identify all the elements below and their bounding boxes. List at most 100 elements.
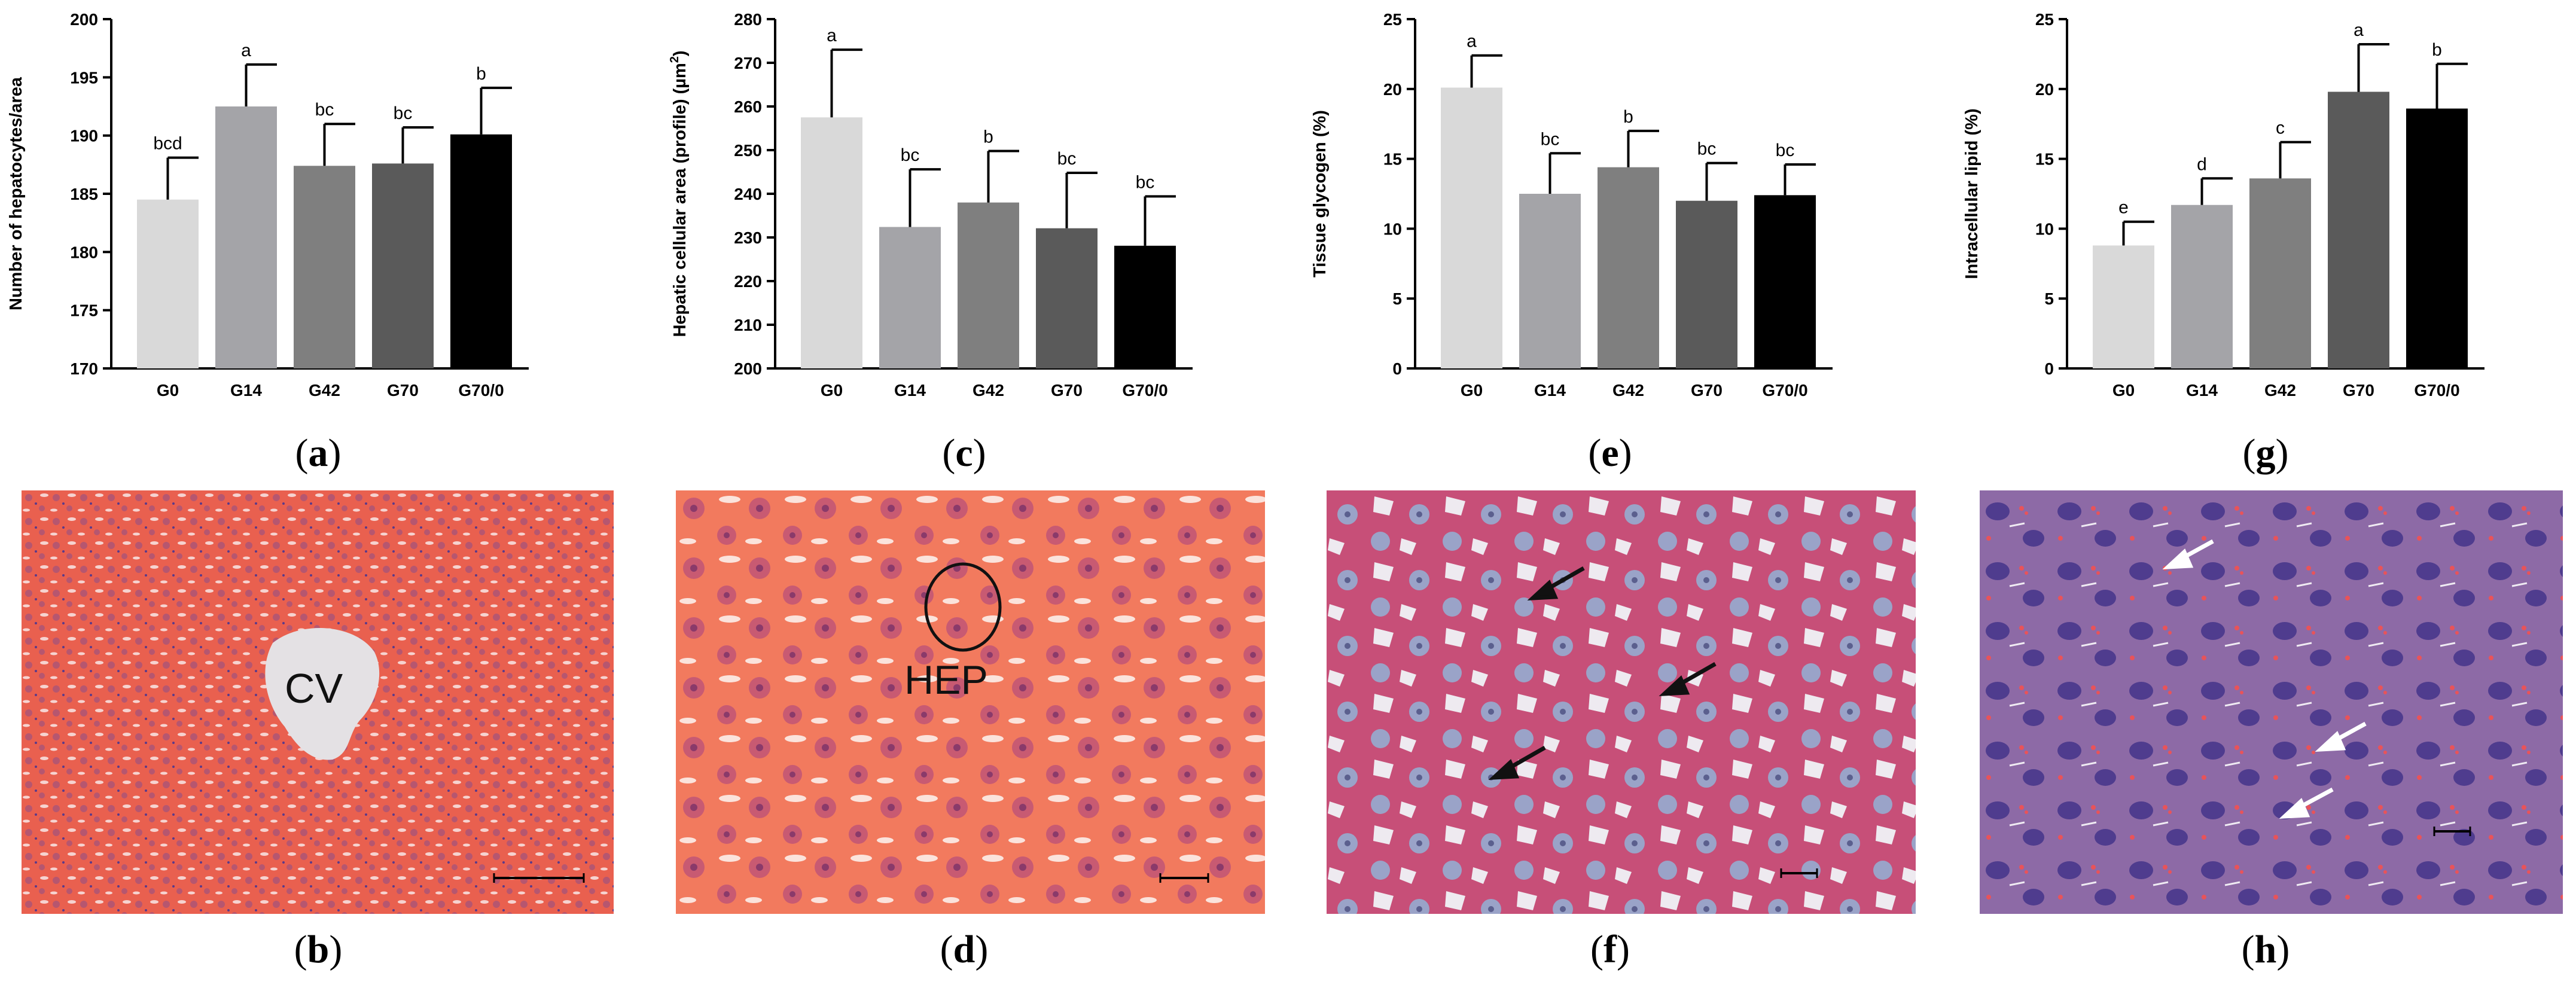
y-tick-label: 180	[70, 243, 98, 261]
x-tick-label: G0	[1461, 381, 1483, 400]
y-tick-label: 25	[2035, 10, 2054, 29]
y-axis-title: Number of hepatocytes/area	[7, 77, 26, 310]
caption-e: (e)	[1588, 431, 1632, 475]
caption-f: (f)	[1590, 928, 1630, 971]
bar-g70	[2328, 92, 2389, 369]
significance-letter: b	[2432, 40, 2442, 60]
significance-letter: bc	[315, 100, 334, 120]
caption-b: (b)	[294, 928, 343, 971]
y-tick-label: 20	[1383, 80, 1402, 99]
arrow-icon	[1488, 566, 1717, 780]
y-tick-label: 260	[734, 97, 762, 116]
y-axis-title: Tissue glycogen (%)	[1310, 110, 1330, 278]
y-tick-label: 0	[1392, 359, 1402, 378]
y-tick-label: 15	[2035, 150, 2054, 169]
caption-g: (g)	[2242, 431, 2289, 475]
y-tick-label: 5	[1392, 289, 1402, 308]
bar-g70	[1676, 200, 1737, 368]
chart-panel-g: 0 5 10 15 20 25 Intracellular lipid (%) e G0 d G14…	[1962, 10, 2484, 400]
arrow-icon	[2162, 539, 2367, 819]
significance-letter: bc	[901, 145, 920, 165]
bar-g0	[137, 199, 199, 368]
x-tick-label: G0	[821, 381, 843, 400]
bar-g70-0	[450, 134, 512, 368]
x-tick-label: G70	[1051, 381, 1083, 400]
bar-g42	[294, 166, 355, 368]
x-tick-label: G42	[309, 381, 340, 400]
significance-letter: b	[1623, 107, 1633, 127]
bar-g0	[1441, 87, 1502, 369]
micrograph-h	[1980, 490, 2563, 914]
bar-g0	[2093, 245, 2154, 368]
y-tick-label: 210	[734, 316, 762, 334]
y-axis-title: Intracellular lipid (%)	[1962, 108, 1981, 279]
significance-letter: bc	[1136, 172, 1155, 192]
x-tick-label: G70/0	[1122, 381, 1167, 400]
micrograph-d-image: HEP	[676, 490, 1265, 914]
micrograph-b: CV	[22, 490, 614, 914]
y-tick-label: 10	[1383, 219, 1402, 238]
y-tick-label: 250	[734, 141, 762, 160]
caption-h: (h)	[2241, 928, 2290, 971]
significance-letter: a	[827, 26, 837, 45]
y-tick-label: 185	[70, 185, 98, 203]
significance-letter: e	[2118, 198, 2129, 218]
bar-g0	[801, 117, 862, 368]
bar-g70-0	[1754, 195, 1816, 368]
y-tick-label: 170	[70, 359, 98, 378]
significance-letter: bc	[1776, 141, 1795, 160]
significance-letter: a	[1467, 32, 1477, 51]
y-tick-label: 280	[734, 10, 762, 29]
significance-letter: d	[2197, 154, 2207, 174]
bar-g70	[372, 163, 434, 368]
chart-panel-a: 170 175 180 185 190 195 200 Number of hepatocyt…	[7, 10, 529, 400]
x-tick-label: G70	[2343, 381, 2374, 400]
x-tick-label: G14	[1534, 381, 1566, 400]
bar-g42	[958, 202, 1019, 368]
significance-letter: c	[2276, 118, 2285, 138]
x-tick-label: G14	[2186, 381, 2218, 400]
significance-letter: bcd	[153, 134, 182, 154]
x-tick-label: G42	[2264, 381, 2296, 400]
bar-g70-0	[2406, 108, 2468, 368]
significance-letter: b	[983, 127, 993, 147]
y-tick-label: 175	[70, 301, 98, 320]
micrograph-h-image	[1980, 490, 2563, 914]
x-tick-label: G70	[387, 381, 419, 400]
y-tick-label: 195	[70, 68, 98, 87]
y-tick-label: 0	[2044, 359, 2054, 378]
y-tick-label: 200	[70, 10, 98, 29]
bar-g14	[2171, 205, 2233, 368]
x-tick-label: G70/0	[2414, 381, 2459, 400]
bar-g70	[1036, 228, 1098, 368]
y-tick-label: 240	[734, 185, 762, 203]
x-tick-label: G0	[2112, 381, 2135, 400]
micrograph-d: HEP	[676, 490, 1265, 914]
bar-g42	[1598, 167, 1659, 368]
bar-g70-0	[1114, 245, 1176, 368]
y-tick-label: 200	[734, 359, 762, 378]
chart-panel-c: 200 210 220 230 240 250 260 270 280 Hepatic cellu…	[668, 10, 1193, 400]
micrograph-f-image	[1327, 490, 1916, 914]
bar-g42	[2249, 178, 2311, 368]
y-tick-label: 20	[2035, 80, 2054, 99]
significance-letter: bc	[1541, 129, 1560, 149]
caption-d: (d)	[940, 928, 989, 971]
x-tick-label: G42	[1612, 381, 1644, 400]
x-tick-label: G70	[1691, 381, 1723, 400]
x-tick-label: G42	[973, 381, 1004, 400]
x-tick-label: G70/0	[458, 381, 504, 400]
significance-letter: bc	[1057, 149, 1077, 169]
y-tick-label: 5	[2044, 289, 2054, 308]
x-tick-label: G14	[230, 381, 262, 400]
micrograph-f	[1327, 490, 1916, 914]
y-axis-title: Hepatic cellular area (profile) (µm2)	[668, 50, 690, 337]
x-tick-label: G70/0	[1762, 381, 1807, 400]
micrograph-b-image: CV	[22, 490, 614, 914]
label-hep: HEP	[904, 657, 988, 703]
chart-panel-e: 0 5 10 15 20 25 Tissue glycogen (%) a G0 bc G14 b G4…	[1310, 10, 1833, 400]
y-tick-label: 15	[1383, 150, 1402, 169]
bar-g14	[1519, 194, 1581, 368]
y-tick-label: 190	[70, 127, 98, 145]
